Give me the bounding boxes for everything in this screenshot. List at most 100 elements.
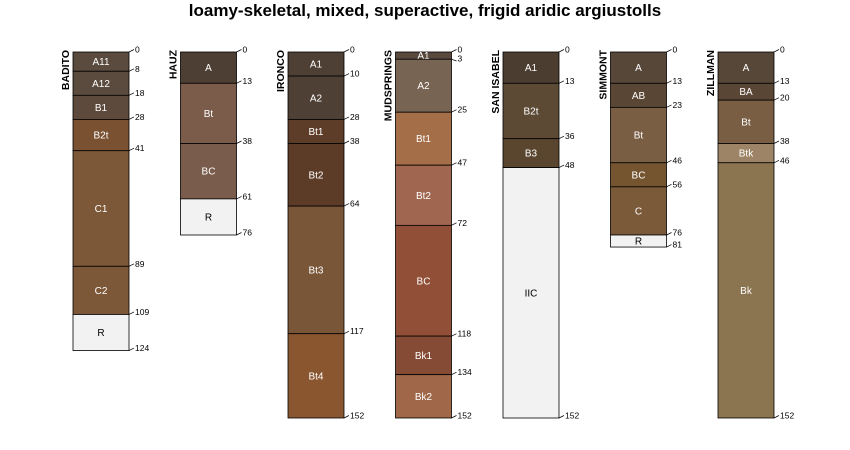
depth-tick (343, 140, 350, 144)
horizon-label: C1 (95, 204, 108, 215)
horizon-label: Bt1 (308, 127, 323, 138)
horizon-rect (610, 162, 667, 188)
depth-tick (666, 184, 672, 188)
horizon-rect (502, 51, 560, 84)
depth-label: 118 (458, 329, 472, 339)
depth-label: 64 (350, 199, 360, 209)
profile-name: BADITO (60, 50, 72, 90)
horizon-rect (395, 58, 452, 113)
horizon-rect (287, 205, 345, 335)
horizon-label: A11 (92, 57, 109, 68)
depth-tick (773, 49, 780, 53)
horizon-rect (395, 335, 452, 376)
depth-label: 28 (135, 112, 145, 122)
depth-label: 48 (565, 160, 575, 170)
horizon-label: Bt (634, 131, 644, 142)
horizon-rect (395, 111, 452, 166)
depth-tick (343, 116, 350, 120)
horizon-label: Bt (741, 117, 751, 128)
depth-tick (343, 49, 350, 53)
depth-tick (128, 116, 135, 120)
horizon-label: A2 (417, 81, 430, 92)
chart-title: loamy-skeletal, mixed, superactive, frig… (189, 1, 661, 20)
depth-tick (128, 263, 135, 267)
depth-label: 38 (350, 136, 360, 146)
depth-label: 41 (135, 143, 145, 153)
depth-label: 36 (565, 131, 575, 141)
depth-tick (666, 104, 672, 108)
horizon-label: A12 (92, 79, 110, 90)
profile-badito: BADITO A11 A12 B1 B2t C1 C2 R 0 8 18 28 41 89 109 124 (60, 45, 149, 354)
depth-tick (666, 244, 672, 248)
depth-tick (773, 97, 780, 101)
horizon-label: A2 (310, 93, 323, 104)
depth-label: 23 (673, 100, 683, 110)
depth-tick (558, 135, 565, 139)
depth-tick (773, 80, 780, 84)
depth-tick (451, 49, 457, 53)
horizon-label: A1 (525, 63, 538, 74)
depth-label: 89 (135, 259, 145, 269)
depth-label: 0 (350, 45, 355, 55)
horizon-rect (72, 314, 130, 351)
depth-tick (451, 371, 457, 375)
horizon-rect (502, 167, 560, 419)
profile-name: SAN ISABEL (490, 49, 502, 113)
depth-label: 152 (350, 411, 364, 421)
horizon-rect (180, 198, 237, 236)
profile-name: IRONCO (275, 50, 287, 92)
horizon-rect (180, 51, 237, 84)
depth-tick (666, 80, 672, 84)
depth-label: 76 (243, 228, 253, 238)
horizon-rect (180, 143, 237, 200)
horizon-label: A (635, 63, 642, 74)
horizon-rect (717, 99, 775, 144)
depth-tick (558, 80, 565, 84)
depth-label: 20 (780, 93, 790, 103)
horizon-label: Bk (740, 286, 753, 297)
depth-tick (773, 140, 780, 144)
profile-name: ZILLMAN (705, 50, 717, 96)
depth-label: 8 (135, 64, 140, 74)
depth-label: 61 (243, 191, 253, 201)
horizon-rect (287, 333, 345, 419)
depth-tick (666, 49, 672, 53)
horizon-rect (717, 162, 775, 419)
horizon-label: B2t (93, 131, 108, 142)
depth-label: 18 (135, 88, 145, 98)
depth-tick (451, 162, 457, 166)
profile-name: MUDSPRINGS (383, 50, 395, 121)
depth-label: 109 (135, 307, 149, 317)
horizon-rect (395, 224, 452, 337)
horizon-label: B1 (95, 103, 108, 114)
depth-tick (451, 58, 457, 62)
depth-label: 13 (780, 76, 790, 86)
horizon-rect (72, 150, 130, 267)
horizon-label: C2 (95, 286, 108, 297)
horizon-label: BC (417, 276, 431, 287)
depth-tick (666, 232, 672, 236)
profile-simmont: SIMMONT A AB Bt BC C R 0 13 23 46 56 76 81 (598, 45, 683, 250)
depth-label: 152 (458, 411, 472, 421)
depth-tick (128, 147, 135, 152)
depth-tick (236, 80, 242, 84)
depth-label: 81 (673, 240, 683, 250)
profile-mudsprings: MUDSPRINGS A1 A2 Bt1 Bt2 BC Bk1 Bk2 03 25 47 72 118 1… (383, 45, 472, 421)
horizon-label: A (743, 63, 750, 74)
depth-tick (451, 109, 457, 113)
depth-label: 152 (565, 411, 579, 421)
depth-label: 47 (458, 158, 468, 168)
depth-label: 117 (350, 326, 364, 336)
horizon-label: IIC (525, 288, 538, 299)
depth-label: 13 (243, 76, 253, 86)
depth-tick (451, 222, 457, 226)
depth-label: 56 (673, 179, 683, 189)
horizon-label: B3 (525, 149, 538, 160)
horizon-label: Bt4 (308, 371, 323, 382)
horizon-rect (395, 164, 452, 226)
depth-tick (666, 159, 672, 164)
depth-label: 10 (350, 69, 360, 79)
horizon-label: BC (202, 167, 216, 178)
depth-tick (128, 49, 135, 53)
